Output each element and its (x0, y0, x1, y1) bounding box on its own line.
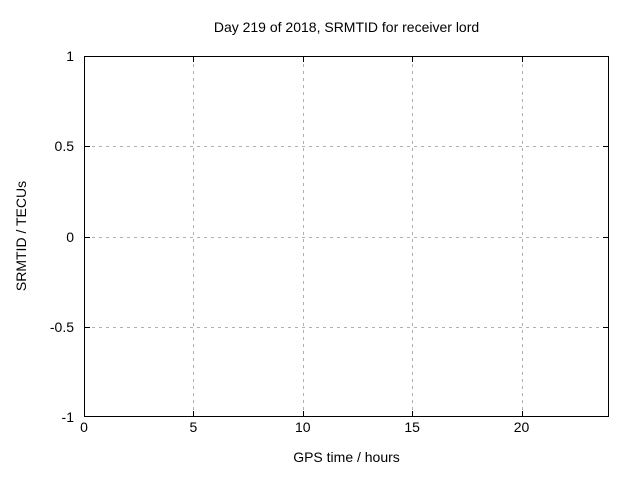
x-tick-bottom (521, 411, 523, 416)
y-gridline (85, 326, 608, 328)
x-tick-top (302, 57, 304, 62)
x-tick-label: 5 (189, 419, 198, 435)
y-gridline (85, 236, 608, 238)
x-tick-top (412, 57, 414, 62)
y-tick-label: -1 (61, 409, 74, 425)
x-tick-top (193, 57, 195, 62)
plot-area (84, 56, 609, 417)
y-tick-left (85, 236, 90, 238)
y-tick-label: 1 (66, 48, 74, 64)
y-tick-right (603, 326, 608, 328)
x-tick-label: 20 (513, 419, 530, 435)
data-point-marker (101, 232, 108, 239)
data-point-marker (190, 234, 197, 241)
data-point-marker (149, 232, 156, 239)
x-axis-label: GPS time / hours (293, 449, 400, 465)
chart-title: Day 219 of 2018, SRMTID for receiver lor… (213, 19, 480, 35)
x-tick-bottom (302, 411, 304, 416)
y-tick-label: 0.5 (54, 138, 74, 155)
x-tick-top (521, 57, 523, 62)
y-tick-right (603, 146, 608, 148)
y-tick-left (85, 146, 90, 148)
y-gridline (85, 146, 608, 148)
y-tick-label: -0.5 (49, 318, 74, 335)
x-tick-label: 15 (404, 419, 420, 435)
y-tick-label: 0 (66, 228, 74, 245)
x-tick-label: 10 (294, 419, 311, 435)
x-tick-bottom (412, 411, 414, 416)
y-tick-right (603, 236, 608, 238)
data-point-marker (605, 233, 612, 240)
y-tick-left (85, 326, 90, 328)
x-tick-label: 0 (80, 419, 88, 435)
x-tick-bottom (193, 411, 195, 416)
